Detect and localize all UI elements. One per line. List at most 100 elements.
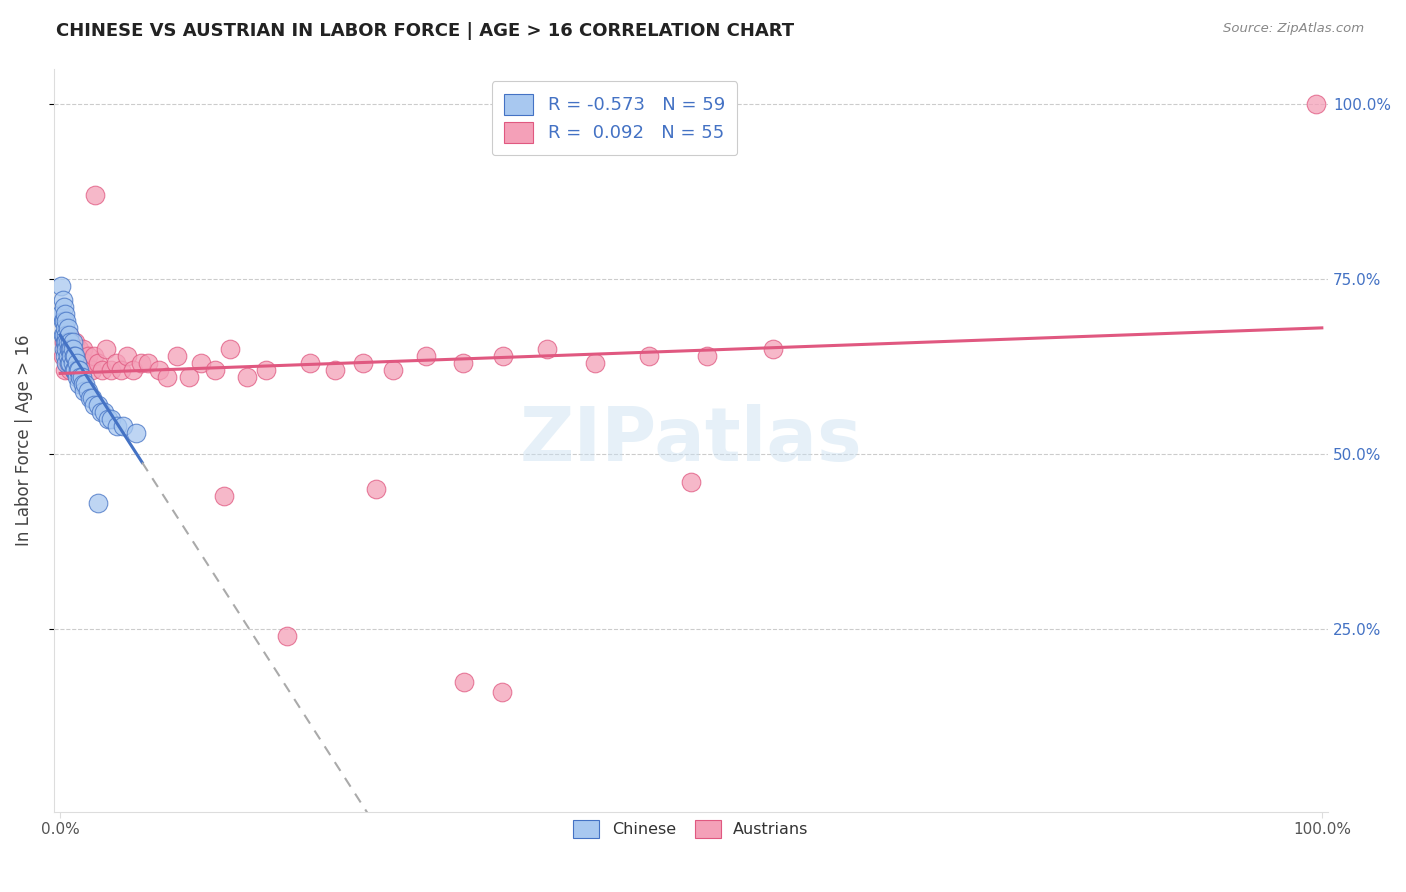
Point bbox=[58, 342, 80, 356]
Point bbox=[323, 363, 346, 377]
Point bbox=[51, 278, 73, 293]
Point bbox=[122, 363, 145, 377]
Point bbox=[65, 349, 87, 363]
Point bbox=[62, 356, 84, 370]
Point bbox=[638, 349, 661, 363]
Point bbox=[52, 314, 75, 328]
Point bbox=[52, 300, 75, 314]
Point bbox=[67, 376, 90, 391]
Point bbox=[67, 363, 90, 377]
Point bbox=[84, 187, 107, 202]
Point bbox=[276, 629, 298, 643]
Point bbox=[66, 363, 89, 377]
Point bbox=[52, 349, 75, 363]
Point bbox=[77, 349, 100, 363]
Point bbox=[62, 349, 84, 363]
Point bbox=[72, 342, 94, 356]
Point bbox=[60, 342, 83, 356]
Point bbox=[89, 405, 111, 419]
Point bbox=[148, 363, 170, 377]
Point bbox=[53, 307, 76, 321]
Point bbox=[62, 334, 84, 349]
Point bbox=[93, 405, 115, 419]
Point bbox=[75, 356, 97, 370]
Point bbox=[65, 349, 87, 363]
Point bbox=[53, 334, 76, 349]
Point bbox=[62, 342, 84, 356]
Point bbox=[65, 363, 87, 377]
Point bbox=[59, 334, 82, 349]
Point bbox=[59, 356, 82, 370]
Point bbox=[204, 363, 226, 377]
Point bbox=[382, 363, 405, 377]
Point bbox=[58, 327, 80, 342]
Point bbox=[97, 412, 120, 426]
Point bbox=[100, 412, 122, 426]
Point bbox=[69, 370, 91, 384]
Point bbox=[51, 307, 73, 321]
Point bbox=[87, 398, 110, 412]
Point bbox=[55, 342, 77, 356]
Point bbox=[59, 342, 82, 356]
Point bbox=[55, 327, 77, 342]
Point bbox=[298, 356, 321, 370]
Point bbox=[52, 327, 75, 342]
Point bbox=[63, 349, 86, 363]
Point bbox=[70, 370, 93, 384]
Point bbox=[696, 349, 718, 363]
Point bbox=[453, 674, 475, 689]
Point bbox=[55, 342, 77, 356]
Point bbox=[219, 342, 242, 356]
Point bbox=[58, 356, 80, 370]
Point bbox=[79, 391, 101, 405]
Point bbox=[679, 475, 702, 489]
Point bbox=[492, 349, 515, 363]
Point bbox=[60, 349, 83, 363]
Point bbox=[1305, 96, 1327, 111]
Point bbox=[212, 489, 235, 503]
Point bbox=[77, 384, 100, 398]
Point bbox=[87, 356, 110, 370]
Point bbox=[129, 356, 152, 370]
Point bbox=[56, 356, 79, 370]
Point bbox=[156, 370, 179, 384]
Point bbox=[491, 685, 513, 699]
Point bbox=[83, 349, 105, 363]
Point bbox=[125, 425, 148, 440]
Point bbox=[59, 363, 82, 377]
Point bbox=[72, 376, 94, 391]
Point bbox=[55, 314, 77, 328]
Text: ZIPatlas: ZIPatlas bbox=[520, 403, 862, 476]
Point bbox=[110, 363, 132, 377]
Point bbox=[352, 356, 374, 370]
Text: Source: ZipAtlas.com: Source: ZipAtlas.com bbox=[1223, 22, 1364, 36]
Point bbox=[52, 293, 75, 307]
Point bbox=[67, 342, 90, 356]
Point bbox=[52, 327, 75, 342]
Point bbox=[63, 363, 86, 377]
Point bbox=[364, 482, 387, 496]
Point bbox=[75, 376, 97, 391]
Point bbox=[112, 419, 135, 434]
Point bbox=[55, 334, 77, 349]
Point bbox=[56, 349, 79, 363]
Text: CHINESE VS AUSTRIAN IN LABOR FORCE | AGE > 16 CORRELATION CHART: CHINESE VS AUSTRIAN IN LABOR FORCE | AGE… bbox=[56, 22, 794, 40]
Point bbox=[236, 370, 259, 384]
Point bbox=[63, 363, 86, 377]
Point bbox=[87, 496, 110, 510]
Point bbox=[53, 349, 76, 363]
Y-axis label: In Labor Force | Age > 16: In Labor Force | Age > 16 bbox=[15, 334, 32, 546]
Point bbox=[80, 391, 103, 405]
Point bbox=[190, 356, 212, 370]
Point bbox=[60, 342, 83, 356]
Point bbox=[100, 363, 122, 377]
Point bbox=[52, 334, 75, 349]
Point bbox=[83, 398, 105, 412]
Point bbox=[52, 342, 75, 356]
Point bbox=[55, 356, 77, 370]
Point bbox=[52, 314, 75, 328]
Point bbox=[166, 349, 188, 363]
Point bbox=[94, 342, 117, 356]
Point bbox=[58, 327, 80, 342]
Point bbox=[56, 334, 79, 349]
